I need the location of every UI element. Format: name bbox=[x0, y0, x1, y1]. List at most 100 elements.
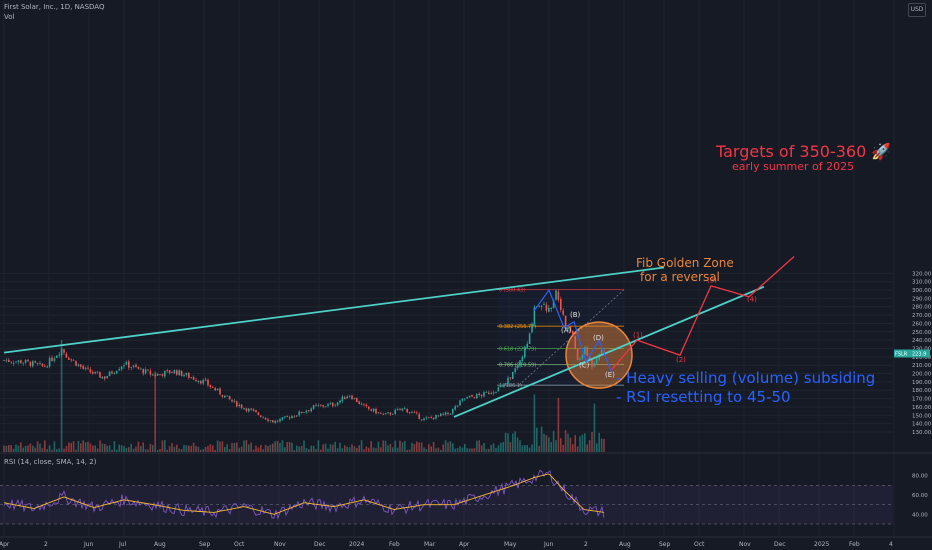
candle-body bbox=[382, 413, 384, 415]
y-tick-label: 170.00 bbox=[912, 397, 932, 403]
volume-bar bbox=[183, 444, 185, 452]
volume-bar bbox=[96, 448, 99, 452]
candle-body bbox=[512, 372, 514, 379]
candle-body bbox=[341, 396, 344, 402]
volume-bar bbox=[291, 442, 293, 452]
volume-bar bbox=[449, 441, 452, 452]
targets-annotation: Targets of 350-360 🚀 bbox=[715, 142, 891, 161]
volume-bar bbox=[300, 446, 303, 452]
currency-button[interactable]: USD bbox=[908, 3, 926, 17]
candle-body bbox=[116, 371, 118, 374]
x-tick-label: Jun bbox=[543, 541, 554, 548]
candle-body bbox=[248, 408, 250, 412]
volume-bar bbox=[305, 447, 308, 452]
volume-bar bbox=[341, 448, 344, 452]
candle-body bbox=[269, 420, 272, 422]
volume-bar bbox=[137, 441, 140, 452]
projection-path[interactable]: (1) (2) (3) (4) bbox=[611, 256, 795, 370]
volume-bar bbox=[161, 440, 164, 452]
candle-body bbox=[286, 415, 288, 417]
y-tick-label: 210.00 bbox=[912, 363, 932, 369]
candle-body bbox=[252, 409, 255, 411]
volume-bar bbox=[20, 442, 22, 452]
candle-body bbox=[56, 355, 58, 358]
volume-bar bbox=[600, 438, 603, 452]
y-tick-label: 180.00 bbox=[912, 388, 932, 394]
candle-body bbox=[502, 384, 504, 387]
volume-bar bbox=[593, 403, 596, 452]
candle-body bbox=[68, 357, 70, 360]
candle-body bbox=[521, 356, 524, 362]
volume-bar bbox=[298, 446, 300, 452]
trendlines[interactable] bbox=[3, 266, 765, 418]
candle-body bbox=[593, 362, 596, 367]
candle-body bbox=[22, 362, 24, 364]
y-tick-label: 190.00 bbox=[912, 380, 932, 386]
x-tick-label: Dec bbox=[314, 541, 326, 548]
x-tick-label: Mar bbox=[424, 541, 436, 548]
candle-body bbox=[149, 370, 152, 375]
candle-body bbox=[372, 408, 375, 412]
candle-body bbox=[418, 413, 420, 419]
volume-bar bbox=[207, 445, 209, 452]
candle-body bbox=[584, 346, 586, 355]
x-tick-label: Feb bbox=[389, 541, 400, 548]
volume-bar bbox=[245, 440, 248, 452]
candle-body bbox=[236, 401, 238, 407]
volume-bar bbox=[339, 442, 341, 452]
candle-body bbox=[348, 395, 351, 397]
candle-body bbox=[140, 368, 142, 370]
candle-body bbox=[440, 413, 442, 417]
volume-bar bbox=[442, 444, 444, 452]
volume-bar bbox=[492, 443, 495, 452]
volume-bar bbox=[89, 443, 92, 452]
volume-bar bbox=[154, 371, 156, 452]
chart-title: First Solar, Inc., 1D, NASDAQ bbox=[4, 3, 105, 11]
volume-bar bbox=[164, 440, 166, 452]
volume-bar bbox=[567, 433, 569, 452]
volume-bar bbox=[216, 440, 219, 452]
volume-bar bbox=[168, 446, 171, 452]
volume-bar bbox=[389, 443, 392, 452]
candle-body bbox=[75, 361, 77, 366]
volume-bar bbox=[240, 446, 243, 452]
x-tick-label: Aug bbox=[154, 541, 166, 548]
volume-bar bbox=[365, 446, 368, 452]
candle-body bbox=[322, 405, 324, 407]
candle-body bbox=[152, 374, 154, 376]
candle-body bbox=[591, 359, 593, 368]
candle-body bbox=[32, 361, 34, 367]
candle-body bbox=[130, 367, 132, 369]
volume-bar bbox=[416, 441, 418, 452]
volume-bar bbox=[63, 448, 65, 452]
candle-body bbox=[560, 299, 562, 311]
volume-bar bbox=[238, 447, 240, 452]
candle-body bbox=[435, 414, 437, 419]
x-tick-label: Dec bbox=[774, 541, 786, 548]
volume-bar bbox=[329, 444, 332, 452]
x-tick-label: Apr bbox=[0, 541, 10, 548]
volume-bar bbox=[514, 431, 516, 452]
volume-bar bbox=[377, 441, 380, 452]
volume-bar bbox=[576, 446, 579, 452]
volume-bar bbox=[495, 448, 497, 452]
volume-bar bbox=[118, 444, 120, 452]
candle-body bbox=[185, 373, 188, 375]
candle-body bbox=[574, 336, 576, 349]
candle-body bbox=[303, 412, 305, 413]
candle-body bbox=[480, 394, 483, 397]
volume-bar bbox=[353, 446, 356, 452]
volume-bar bbox=[48, 445, 51, 452]
wave-count[interactable]: (A) (B) (C) (D) (E) bbox=[533, 288, 615, 379]
volume-bar bbox=[149, 443, 152, 452]
y-tick-label: 130.00 bbox=[912, 430, 932, 436]
volume-bar bbox=[603, 438, 605, 452]
candle-body bbox=[135, 364, 137, 367]
candle-body bbox=[483, 392, 485, 397]
candle-body bbox=[380, 412, 382, 414]
volume-bar bbox=[478, 440, 480, 452]
candle-body bbox=[197, 381, 200, 383]
volume-bar bbox=[60, 340, 63, 452]
volume-bar bbox=[46, 449, 48, 452]
